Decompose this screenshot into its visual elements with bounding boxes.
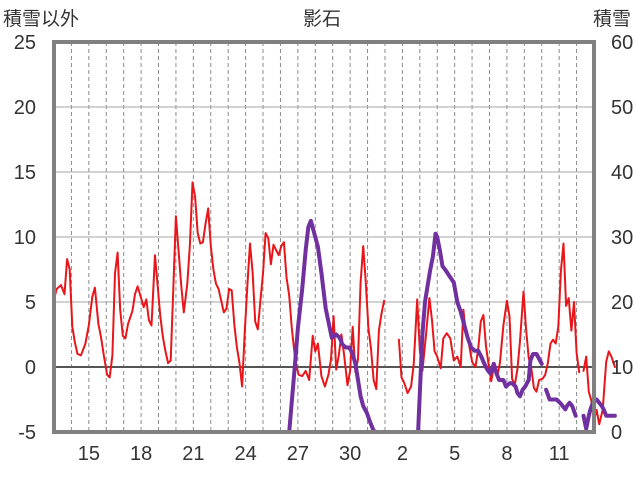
left-tick-label: 5	[25, 292, 36, 314]
right-tick-label: 40	[611, 162, 633, 184]
left-axis-ticks: 25 20 15 10 5 0 -5	[14, 32, 36, 444]
right-tick-label: 0	[611, 422, 622, 444]
x-axis-ticks: 15 18 21 24 27 30 2 5 8 11	[78, 443, 570, 465]
purple-series-line	[416, 231, 544, 434]
x-tick-label: 15	[78, 443, 100, 465]
red-series-line	[53, 181, 386, 391]
x-tick-label: 18	[130, 443, 152, 465]
x-tick-label: 8	[501, 443, 512, 465]
right-tick-label: 50	[611, 97, 633, 119]
purple-series-line	[52, 218, 379, 434]
left-tick-label: 20	[14, 97, 36, 119]
left-tick-label: 0	[25, 357, 36, 379]
x-tick-label: 27	[287, 443, 309, 465]
right-tick-label: 20	[611, 292, 633, 314]
grid	[54, 42, 594, 432]
right-tick-label: 10	[611, 357, 633, 379]
right-tick-label: 60	[611, 32, 633, 54]
x-tick-label: 5	[449, 443, 460, 465]
right-tick-label: 30	[611, 227, 633, 249]
x-tick-label: 2	[397, 443, 408, 465]
chart-title: 影石	[303, 8, 341, 30]
purple-series-line	[544, 387, 578, 418]
x-tick-label: 30	[339, 443, 361, 465]
left-tick-label: 10	[14, 227, 36, 249]
left-tick-label: 15	[14, 162, 36, 184]
x-tick-label: 24	[234, 443, 256, 465]
right-axis-label: 積雪	[593, 8, 631, 30]
red-series-line	[397, 242, 581, 394]
right-axis-ticks: 60 50 40 30 20 10 0	[611, 32, 633, 444]
series-layer	[52, 181, 617, 434]
red-series-line	[582, 350, 616, 426]
purple-series-line	[581, 397, 617, 431]
plot-border	[52, 40, 596, 434]
x-tick-label: 21	[182, 443, 204, 465]
left-tick-label: -5	[18, 422, 36, 444]
left-axis-label: 積雪以外	[3, 8, 79, 30]
x-tick-label: 11	[549, 443, 570, 465]
left-tick-label: 25	[14, 32, 36, 54]
